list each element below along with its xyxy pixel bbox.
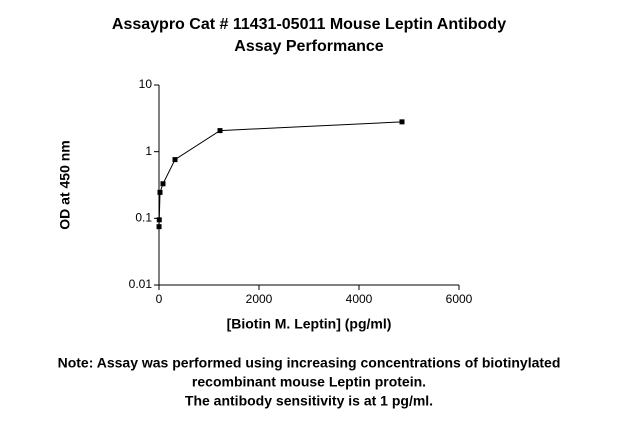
data-line (158, 121, 403, 227)
note: Note: Assay was performed using increasi… (58, 355, 561, 371)
data-point (156, 224, 162, 230)
data-point (156, 217, 162, 223)
data-point (160, 181, 166, 187)
x-tick-label: 6000 (446, 292, 473, 306)
y-tick-label: 10 (139, 77, 153, 91)
y-tick-label: 0.1 (135, 211, 152, 225)
chart-title: Assay Performance (234, 38, 384, 55)
y-tick-label: 1 (145, 144, 152, 158)
data-point (399, 119, 405, 125)
x-tick-label: 0 (156, 292, 163, 306)
chart-title: Assaypro Cat # 11431-05011 Mouse Leptin … (112, 16, 506, 33)
note: The antibody sensitivity is at 1 pg/ml. (185, 393, 433, 409)
y-axis-label: OD at 450 nm (57, 140, 73, 229)
x-axis-label: [Biotin M. Leptin] (pg/ml) (227, 316, 392, 332)
data-point (157, 189, 163, 195)
data-point (172, 157, 178, 163)
y-tick-label: 0.01 (129, 277, 153, 291)
x-tick-label: 4000 (346, 292, 373, 306)
x-tick-label: 2000 (246, 292, 273, 306)
data-point (217, 128, 223, 134)
note: recombinant mouse Leptin protein. (192, 374, 426, 390)
